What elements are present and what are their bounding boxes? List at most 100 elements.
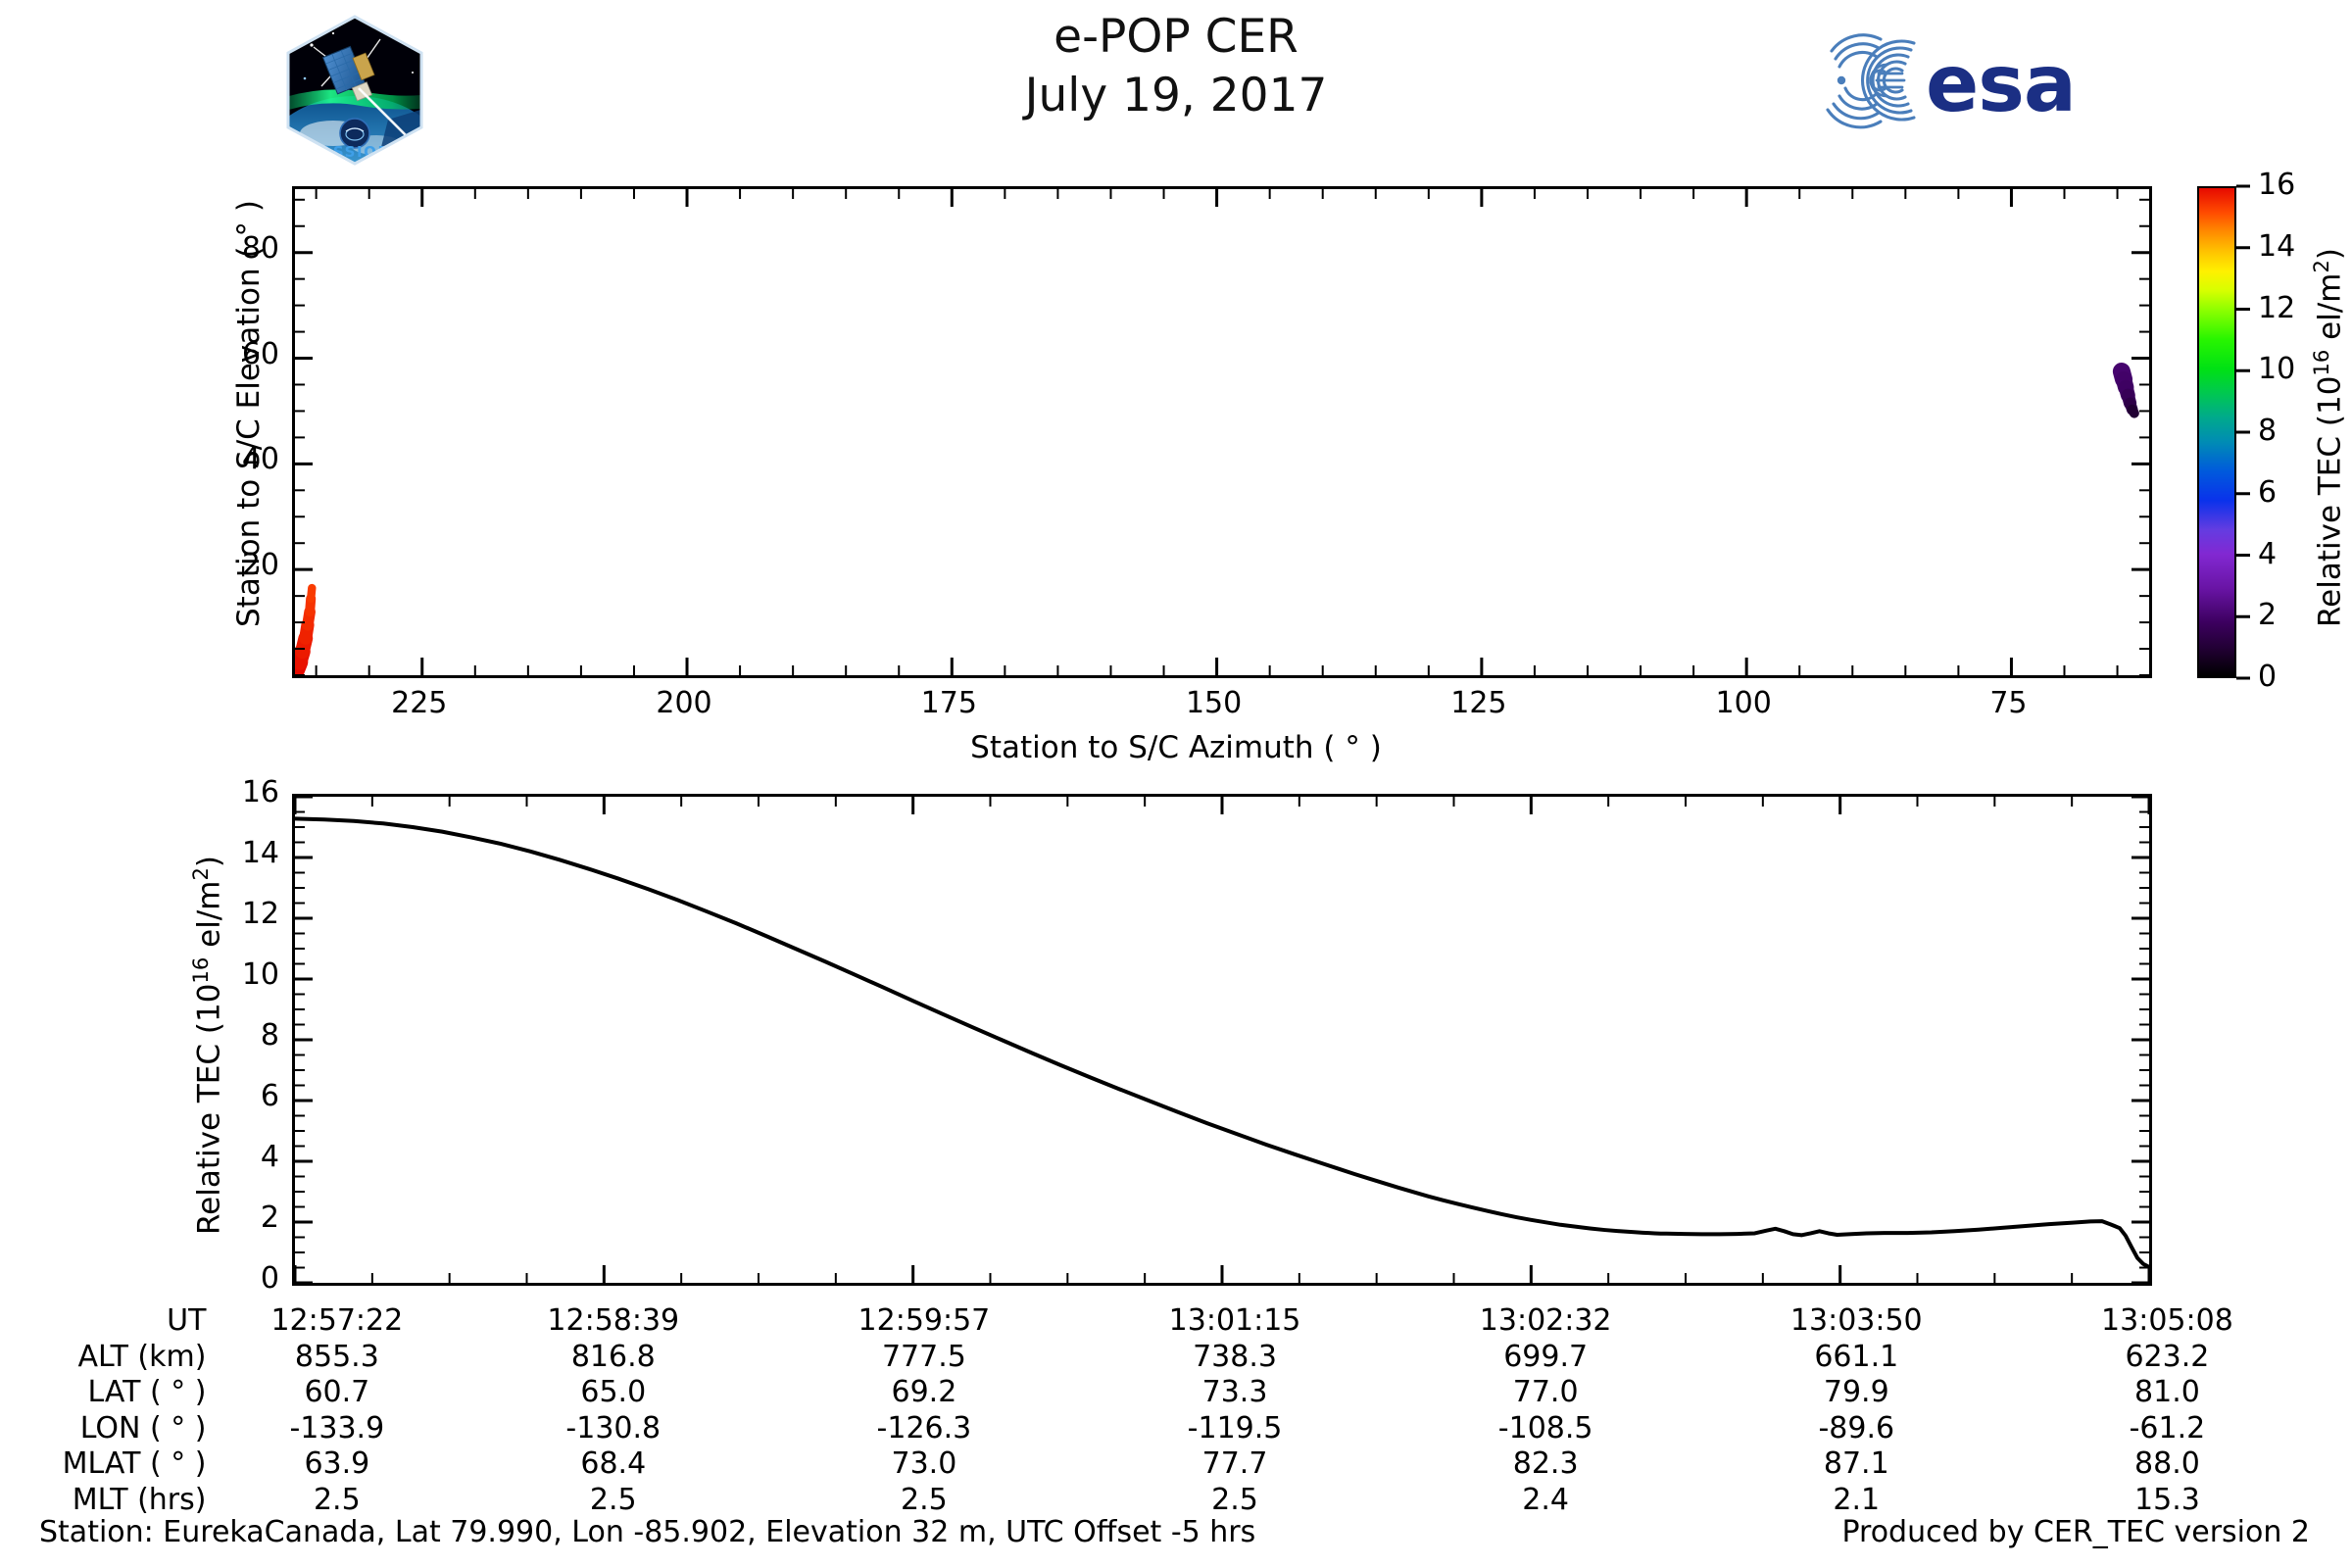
table-cell: 777.5 <box>881 1339 966 1374</box>
table-cell: 13:02:32 <box>1479 1303 1612 1338</box>
table-row-label: LON ( ° ) <box>79 1410 207 1446</box>
cassiope-mission-patch-icon: CASSIOPE <box>282 14 427 167</box>
tec-tick-label: 8 <box>260 1018 279 1053</box>
esa-wordmark: esa <box>1926 38 2076 129</box>
table-cell: -133.9 <box>289 1410 385 1446</box>
table-cell: 73.3 <box>1201 1375 1268 1409</box>
page-title: e-POP CER July 19, 2017 <box>0 8 2352 125</box>
azimuth-tick-label: 175 <box>920 686 977 720</box>
table-cell: -130.8 <box>565 1410 662 1446</box>
azimuth-tick-label: 100 <box>1715 686 1772 720</box>
table-row-label: LAT ( ° ) <box>87 1375 207 1409</box>
colorbar-tick-label: 16 <box>2258 168 2296 202</box>
ephemeris-table: UT 12:57:22 12:58:39 12:59:57 13:01:15 13:02:… <box>39 1303 2323 1518</box>
table-cell: -119.5 <box>1187 1410 1283 1446</box>
table-cell: 855.3 <box>294 1339 379 1374</box>
tec-tick-label: 2 <box>260 1200 279 1235</box>
table-cell: 88.0 <box>2134 1446 2200 1481</box>
table-cell: 816.8 <box>570 1339 656 1374</box>
tec-tick-label: 12 <box>241 897 279 931</box>
colorbar <box>2197 186 2236 678</box>
tec-tick-label: 16 <box>241 775 279 809</box>
table-cell: 2.5 <box>589 1482 637 1517</box>
tec-time-ticks <box>293 795 2151 1285</box>
table-cell: 63.9 <box>304 1446 370 1481</box>
title-line-2: July 19, 2017 <box>1024 69 1328 123</box>
azimuth-tick-label: 125 <box>1450 686 1507 720</box>
table-row: MLAT ( ° ) 63.9 68.4 73.0 77.7 82.3 87.1 88.0 <box>39 1446 2323 1483</box>
table-cell: 12:59:57 <box>858 1303 991 1338</box>
table-cell: 2.5 <box>901 1482 948 1517</box>
table-cell: 2.1 <box>1833 1482 1881 1517</box>
azimuth-tick-label: 75 <box>1989 686 2028 720</box>
table-cell: 77.7 <box>1201 1446 1268 1481</box>
tec-tick-label: 0 <box>260 1261 279 1296</box>
elevation-tick-label: 80 <box>241 230 279 266</box>
table-cell: 13:05:08 <box>2101 1303 2233 1338</box>
table-row: LON ( ° ) -133.9 -130.8 -126.3 -119.5 -108.5 -… <box>39 1411 2323 1447</box>
table-cell: 79.9 <box>1823 1375 1889 1409</box>
colorbar-tick-label: 0 <box>2258 660 2278 694</box>
elevation-tick-label: 60 <box>241 336 279 371</box>
table-cell: 81.0 <box>2134 1375 2200 1409</box>
table-cell: 13:03:50 <box>1789 1303 1923 1338</box>
table-row: UT 12:57:22 12:58:39 12:59:57 13:01:15 13:02:… <box>39 1303 2323 1340</box>
table-cell: 77.0 <box>1512 1375 1579 1409</box>
table-cell: 69.2 <box>891 1375 957 1409</box>
table-cell: -89.6 <box>1818 1410 1895 1446</box>
tec-tick-label: 14 <box>241 836 279 870</box>
table-row: ALT (km) 855.3 816.8 777.5 738.3 699.7 661.1 62… <box>39 1340 2323 1376</box>
table-cell: 82.3 <box>1512 1446 1579 1481</box>
colorbar-ticks <box>2236 184 2250 680</box>
elevation-azimuth-ticks <box>295 189 2149 676</box>
tec-time-plot <box>292 794 2152 1286</box>
colorbar-tick-label: 12 <box>2258 290 2296 325</box>
azimuth-tick-label: 200 <box>656 686 712 720</box>
table-cell: -126.3 <box>876 1410 972 1446</box>
azimuth-tick-label: 150 <box>1185 686 1243 720</box>
table-row-label: ALT (km) <box>77 1339 207 1374</box>
colorbar-tick-label: 4 <box>2258 536 2278 571</box>
azimuth-tick-label: 225 <box>391 686 448 720</box>
colorbar-tick-label: 14 <box>2258 228 2296 264</box>
table-cell: 699.7 <box>1503 1339 1589 1374</box>
elevation-tick-label: 40 <box>241 442 279 477</box>
table-row-label: MLT (hrs) <box>72 1482 207 1517</box>
tec-time-canvas <box>295 816 2149 1269</box>
elevation-azimuth-plot <box>292 186 2152 678</box>
table-cell: 65.0 <box>580 1375 647 1409</box>
table-cell: -61.2 <box>2129 1410 2206 1446</box>
station-info-footer: Station: EurekaCanada, Lat 79.990, Lon -… <box>39 1515 1256 1549</box>
tec-tick-label: 4 <box>260 1140 279 1174</box>
table-row-label: UT <box>167 1303 207 1338</box>
colorbar-gradient <box>2199 188 2234 676</box>
table-cell: 87.1 <box>1823 1446 1889 1481</box>
elevation-axis-label: Station to S/C Elevation ( ° ) <box>231 200 267 627</box>
colorbar-tick-label: 8 <box>2258 414 2278 448</box>
tec-axis-label: Relative TEC (1016 el/m2) <box>188 856 227 1235</box>
table-cell: 2.5 <box>313 1482 361 1517</box>
azimuth-axis-label: Station to S/C Azimuth ( ° ) <box>970 730 1382 765</box>
elevation-tick-label: 20 <box>241 548 279 583</box>
table-cell: 13:01:15 <box>1168 1303 1301 1338</box>
tec-tick-label: 10 <box>241 957 279 992</box>
tec-tick-label: 6 <box>260 1079 279 1113</box>
table-cell: 738.3 <box>1193 1339 1277 1374</box>
table-cell: 2.4 <box>1522 1482 1570 1517</box>
table-cell: 2.5 <box>1211 1482 1258 1517</box>
table-row: LAT ( ° ) 60.7 65.0 69.2 73.3 77.0 79.9 81.0 <box>39 1375 2323 1411</box>
table-cell: 12:57:22 <box>270 1303 404 1338</box>
esa-logo-icon: esa <box>1820 27 2114 133</box>
table-cell: 623.2 <box>2125 1339 2210 1374</box>
table-cell: 15.3 <box>2134 1482 2200 1517</box>
table-cell: 661.1 <box>1814 1339 1899 1374</box>
table-row-label: MLAT ( ° ) <box>62 1446 207 1481</box>
colorbar-axis-label: Relative TEC (1016 el/m2) <box>2309 248 2348 627</box>
table-cell: 73.0 <box>891 1446 957 1481</box>
colorbar-tick-label: 2 <box>2258 598 2278 633</box>
table-cell: -108.5 <box>1497 1410 1593 1446</box>
producer-footer: Produced by CER_TEC version 2 <box>1841 1515 2310 1549</box>
colorbar-tick-label: 6 <box>2258 474 2278 510</box>
table-row: MLT (hrs) 2.5 2.5 2.5 2.5 2.4 2.1 15.3 <box>39 1483 2323 1519</box>
table-cell: 60.7 <box>304 1375 370 1409</box>
